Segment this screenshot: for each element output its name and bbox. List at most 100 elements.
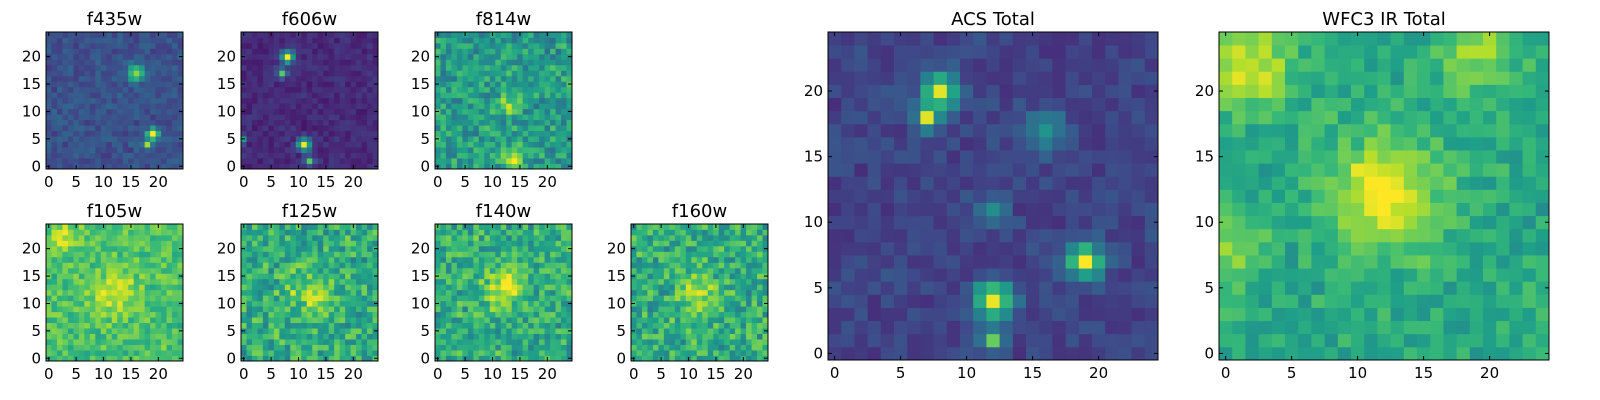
heatmap-cell (511, 306, 518, 313)
heatmap-cell (268, 152, 275, 159)
heatmap-cell (511, 284, 518, 291)
heatmap-cell (328, 92, 335, 99)
heatmap-cell (177, 262, 184, 269)
heatmap-cell (155, 37, 162, 44)
heatmap-cell (166, 256, 173, 263)
heatmap-cell (762, 234, 769, 241)
heatmap-cell (746, 262, 752, 269)
heatmap-cell (166, 267, 173, 274)
heatmap-cell (533, 59, 540, 66)
heatmap-cell (46, 278, 52, 285)
heatmap-cell (139, 119, 146, 126)
heatmap-cell (372, 256, 379, 263)
heatmap-cell (84, 119, 91, 126)
heatmap-cell (166, 70, 173, 77)
heatmap-cell (1105, 346, 1119, 361)
heatmap-cell (161, 350, 167, 356)
heatmap-cell (484, 278, 491, 285)
heatmap-cell (290, 92, 297, 99)
heatmap-cell (51, 152, 58, 159)
heatmap-cell (533, 114, 540, 121)
heatmap-cell (84, 32, 91, 38)
heatmap-cell (177, 333, 184, 340)
heatmap-cell (166, 273, 173, 280)
heatmap-cell (445, 125, 452, 132)
heatmap-cell (172, 306, 178, 313)
heatmap-cell (735, 251, 741, 258)
heatmap-cell (506, 147, 513, 153)
heatmap-cell (117, 130, 124, 137)
heatmap-cell (133, 355, 140, 362)
heatmap-cell (445, 328, 452, 334)
y-tick-label: 20 (22, 48, 41, 66)
heatmap-cell (544, 344, 551, 351)
heatmap-cell (89, 81, 96, 88)
heatmap-cell (106, 158, 113, 164)
heatmap-cell (467, 147, 474, 153)
heatmap-cell (489, 42, 496, 49)
heatmap-cell (144, 328, 151, 334)
heatmap-cell (323, 70, 330, 77)
heatmap-cell (301, 256, 308, 263)
heatmap-cell (51, 141, 58, 148)
heatmap-cell (933, 241, 948, 256)
heatmap-cell (631, 234, 637, 241)
heatmap-cell (323, 75, 330, 82)
heatmap-cell (273, 48, 280, 55)
heatmap-cell (1065, 294, 1080, 308)
heatmap-cell (1039, 215, 1053, 230)
heatmap-cell (361, 152, 368, 159)
heatmap-cell (95, 32, 102, 38)
heatmap-cell (511, 37, 518, 44)
heatmap-cell (456, 163, 463, 170)
heatmap-cell (435, 92, 441, 99)
heatmap-cell (306, 245, 313, 252)
heatmap-cell (111, 152, 118, 159)
heatmap-cell (306, 147, 313, 153)
heatmap-cell (566, 339, 573, 345)
heatmap-cell (462, 278, 469, 285)
heatmap-cell (89, 355, 96, 362)
heatmap-cell (144, 64, 151, 71)
heatmap-cell (56, 284, 63, 291)
heatmap-cell (1092, 241, 1106, 256)
heatmap-cell (663, 251, 670, 258)
heatmap-cell (894, 333, 908, 348)
heatmap-cell (139, 81, 146, 88)
heatmap-cell (707, 344, 714, 351)
heatmap-cell (539, 273, 545, 280)
heatmap-cell (907, 255, 921, 269)
heatmap-cell (295, 350, 302, 356)
heatmap-cell (484, 81, 491, 88)
heatmap-cell (139, 136, 146, 142)
heatmap-cell (550, 32, 556, 38)
heatmap-cell (334, 322, 341, 329)
heatmap-cell (1052, 228, 1066, 243)
heatmap-cell (128, 42, 135, 49)
heatmap-cell (495, 81, 502, 88)
heatmap-cell (62, 48, 69, 55)
heatmap-cell (367, 81, 373, 88)
heatmap-cell (51, 306, 58, 313)
heatmap-cell (920, 176, 934, 190)
heatmap-cell (511, 251, 518, 258)
heatmap-cell (84, 273, 91, 280)
heatmap-cell (533, 300, 540, 307)
heatmap-cell (323, 289, 330, 296)
heatmap-cell (495, 234, 502, 241)
heatmap-cell (279, 147, 286, 153)
heatmap-cell (361, 317, 368, 324)
heatmap-cell (652, 295, 659, 302)
heatmap-cell (133, 262, 140, 269)
heatmap-cell (658, 306, 665, 313)
heatmap-cell (762, 317, 769, 324)
heatmap-cell (295, 42, 302, 49)
heatmap-cell (489, 114, 496, 121)
heatmap-cell (128, 251, 135, 258)
heatmap-cell (566, 103, 573, 110)
heatmap-cell (467, 108, 474, 115)
heatmap-cell (724, 256, 731, 263)
heatmap-cell (641, 300, 648, 307)
heatmap-cell (467, 289, 474, 296)
heatmap-cell (478, 245, 485, 252)
